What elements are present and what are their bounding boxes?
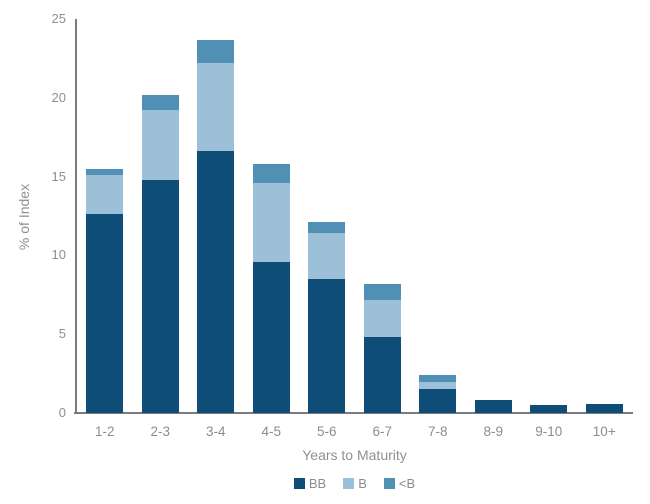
x-axis-title: Years to Maturity [302,447,407,463]
bar-group-9-10 [521,19,577,413]
legend-label: <B [398,476,416,491]
bar-stack [530,405,568,413]
x-tick-label: 5-6 [316,424,337,439]
bar-segment-B [363,299,401,338]
bar-segment-BB [197,151,235,413]
bar-stack [585,403,623,413]
bar-segment-BB [141,179,179,413]
bar-segment-ltB [363,283,401,300]
bar-group-3-4 [188,19,244,413]
bar-stack [308,222,346,413]
bar-group-5-6 [299,19,355,413]
bar-stack [363,283,401,413]
y-tick-label: 10 [51,247,66,263]
bar-segment-BB [530,405,568,413]
bar-segment-BB [308,279,346,413]
bar-segment-ltB [252,164,290,183]
y-tick-label: 5 [58,326,66,342]
x-axis-line [74,412,633,414]
x-tick-label: 7-8 [427,424,448,439]
x-tick-label: 4-5 [261,424,281,439]
y-tick-label: 20 [51,89,66,105]
bar-segment-ltB [197,39,235,64]
bar-group-7-8 [410,19,466,413]
bar-segment-ltB [86,168,124,176]
bar-stack [86,168,124,413]
bar-segment-ltB [308,222,346,234]
bar-group-1-2 [77,19,133,413]
chart-legend: BB B <B [77,476,632,491]
x-tick-label: 8-9 [483,424,503,439]
bar-stack [419,375,457,413]
bar-segment-BB [363,337,401,413]
bar-group-8-9 [466,19,522,413]
bar-segment-ltB [419,375,457,382]
x-tick-label: 9-10 [535,424,563,439]
x-tick-label: 1-2 [94,424,115,439]
y-axis-line [75,19,77,413]
plot-area [77,19,632,413]
legend-item-B: B [343,476,367,491]
bar-stack [474,400,512,413]
bar-group-10+ [577,19,633,413]
bar-segment-B [86,175,124,215]
bar-stack [141,94,179,413]
bar-segment-BB [419,389,457,413]
bar-segment-B [308,233,346,280]
x-axis-tick-labels: 1-2 2-3 3-4 4-5 5-6 6-7 7-8 8-9 9-10 10+ [77,424,632,440]
bar-stack [252,164,290,413]
bar-group-4-5 [244,19,300,413]
legend-label: BB [308,476,327,491]
legend-swatch-icon [383,478,395,489]
y-tick-label: 25 [51,11,66,26]
legend-item-BB: BB [293,476,327,491]
x-tick-label: 6-7 [372,424,392,439]
bar-segment-B [252,182,290,262]
x-tick-label: 3-4 [205,424,226,439]
x-tick-label: 2-3 [150,424,170,439]
bar-segment-BB [252,261,290,413]
legend-swatch-icon [293,478,305,489]
legend-swatch-icon [343,478,355,489]
bar-group-6-7 [355,19,411,413]
bar-stack [197,39,235,413]
bar-segment-B [197,63,235,152]
y-tick-label: 15 [51,168,66,184]
bar-segment-ltB [141,94,179,111]
bar-segment-BB [86,214,124,413]
legend-item-ltB: <B [383,476,416,491]
y-tick-label: 0 [58,405,66,420]
bar-segment-BB [474,400,512,413]
bar-segment-BB [585,403,623,413]
legend-label: B [358,476,367,491]
bar-group-2-3 [133,19,189,413]
bar-segment-B [419,381,457,390]
bar-segment-B [141,110,179,180]
x-tick-label: 10+ [592,424,616,439]
